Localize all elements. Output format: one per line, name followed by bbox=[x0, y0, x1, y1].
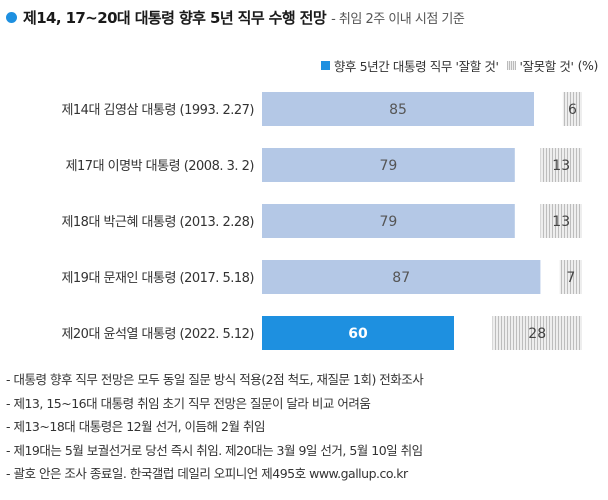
footnote: - 대통령 향후 직무 전망은 모두 동일 질문 방식 적용(2점 척도, 재질… bbox=[6, 372, 424, 387]
category-label: 제14대 김영삼 대통령 (1993. 2.27) bbox=[61, 103, 254, 118]
bar-positive bbox=[262, 204, 515, 238]
bar-negative bbox=[562, 92, 582, 126]
footnote: - 제19대는 5월 보궐선거로 당선 즉시 취임. 제20대는 3월 9일 선… bbox=[6, 442, 423, 458]
bar-negative-value: 28 bbox=[528, 326, 546, 342]
bar-positive bbox=[262, 260, 541, 294]
bar-positive-value: 60 bbox=[348, 326, 368, 342]
footnotes: - 대통령 향후 직무 전망은 모두 동일 질문 방식 적용(2점 척도, 재질… bbox=[6, 368, 606, 486]
bar-negative bbox=[540, 204, 582, 238]
bar-positive-value: 85 bbox=[389, 102, 407, 118]
legend-unit: (%) bbox=[577, 58, 599, 73]
legend-negative-swatch-icon bbox=[506, 61, 516, 70]
bar-negative-value: 13 bbox=[552, 214, 570, 230]
legend-positive-label: 향후 5년간 대통령 직무 '잘할 것' bbox=[333, 59, 499, 74]
legend-positive-swatch-icon bbox=[320, 61, 330, 70]
bar-negative bbox=[559, 260, 582, 294]
category-label: 제20대 윤석열 대통령 (2022. 5.12) bbox=[61, 327, 254, 342]
footnote: - 제13~18대 대통령은 12월 선거, 이듬해 2월 취임 bbox=[6, 419, 265, 434]
bar-positive bbox=[262, 316, 454, 350]
bar-negative-value: 7 bbox=[566, 270, 575, 286]
legend-negative-label: '잘못할 것' bbox=[519, 59, 574, 74]
footnote: - 괄호 안은 조사 종료일. 한국갤럽 데일리 오피니언 제495호 www.… bbox=[6, 466, 408, 481]
chart-title: 제14, 17~20대 대통령 향후 5년 직무 수행 전망 - 취임 2주 이… bbox=[6, 4, 606, 30]
bar-positive-value: 79 bbox=[379, 214, 397, 230]
stacked-bar-chart: 제14대 김영삼 대통령 (1993. 2.27) 85 6 제17대 이명박 대통령… bbox=[61, 92, 582, 350]
bar-positive bbox=[262, 92, 534, 126]
chart-legend: 향후 5년간 대통령 직무 '잘할 것' '잘못할 것' (%) bbox=[320, 56, 599, 75]
footnote: - 제13, 15~16대 대통령 취임 초기 직무 전망은 질문이 달라 비교… bbox=[6, 395, 371, 411]
bar-negative bbox=[540, 148, 582, 182]
chart-title-sub: - 취임 2주 이내 시점 기준 bbox=[331, 11, 465, 27]
category-label: 제19대 문재인 대통령 (2017. 5.18) bbox=[61, 271, 254, 286]
category-label: 제17대 이명박 대통령 (2008. 3. 2) bbox=[66, 159, 254, 174]
bar-positive-value: 79 bbox=[379, 158, 397, 174]
bar-negative-value: 6 bbox=[568, 102, 577, 118]
title-bullet-icon bbox=[6, 11, 17, 23]
bar-positive-value: 87 bbox=[392, 270, 410, 286]
bar-negative bbox=[492, 316, 582, 350]
bar-negative-value: 13 bbox=[552, 158, 570, 174]
category-label: 제18대 박근혜 대통령 (2013. 2.28) bbox=[61, 215, 254, 230]
bar-positive bbox=[262, 148, 515, 182]
chart-title-main: 제14, 17~20대 대통령 향후 5년 직무 수행 전망 bbox=[23, 8, 327, 27]
